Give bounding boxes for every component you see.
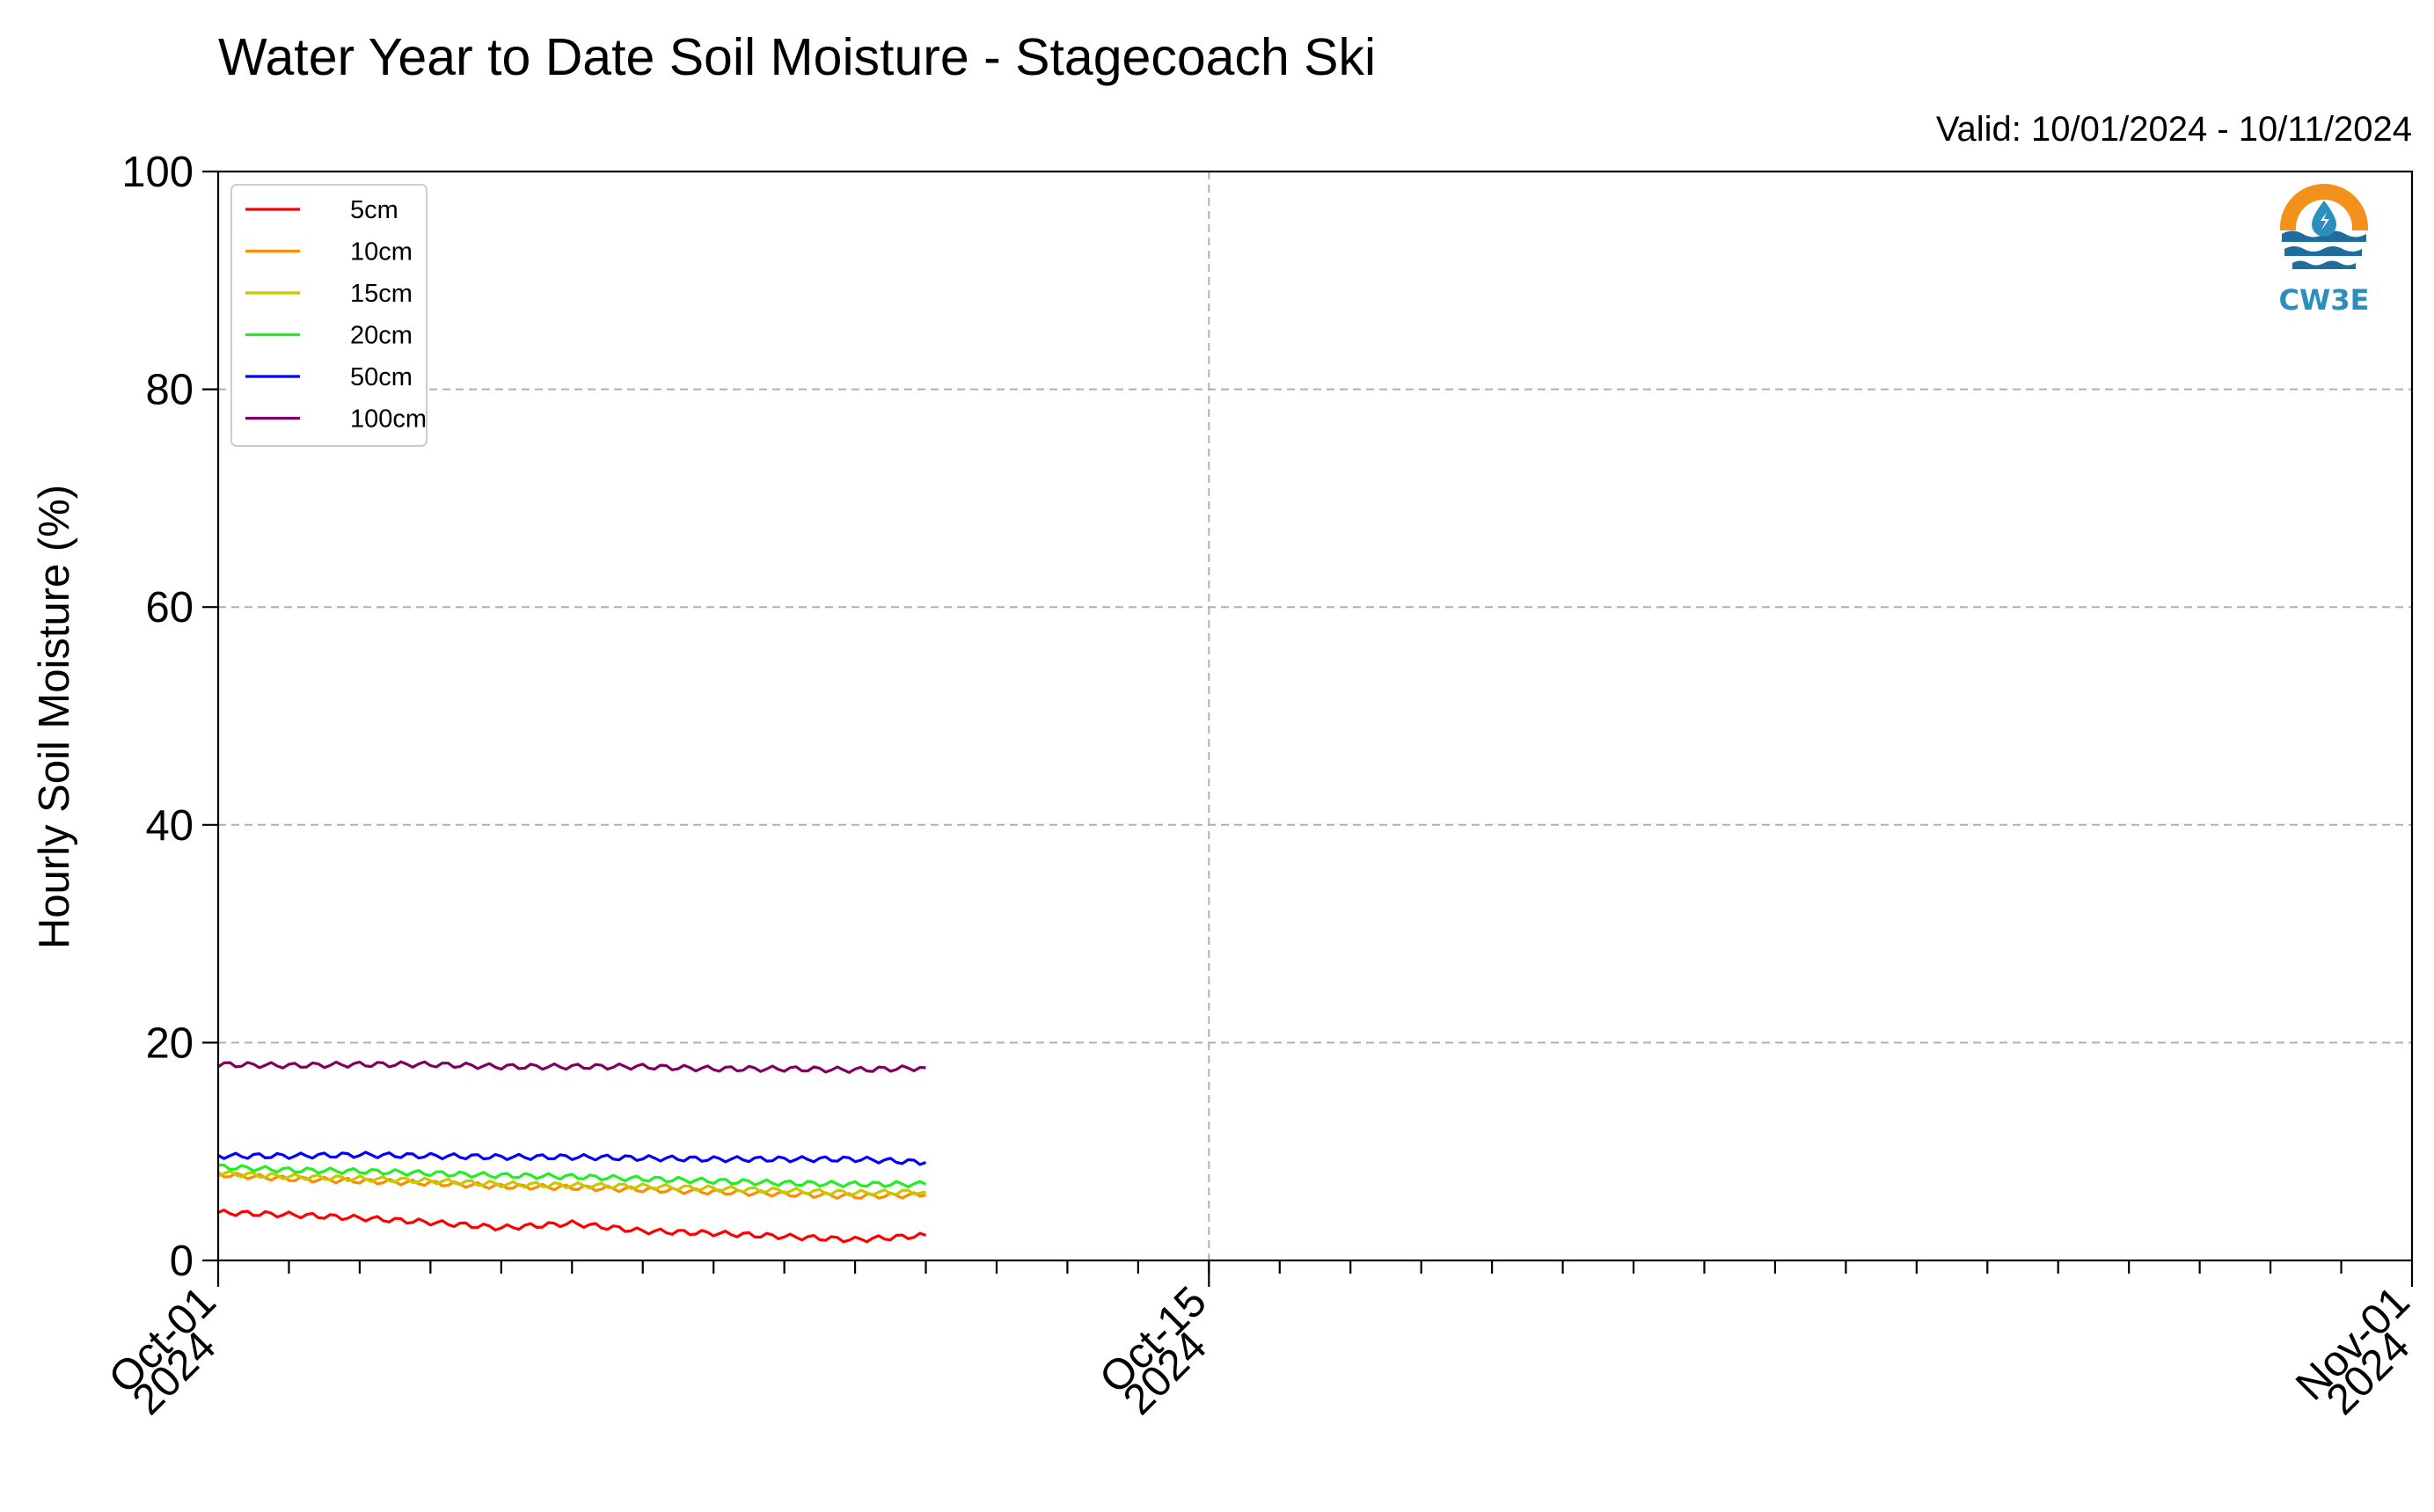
lightning-icon <box>2321 212 2329 230</box>
y-tick-label: 100 <box>121 149 194 196</box>
series-lines <box>217 1060 927 1244</box>
series-line-50cm <box>217 1150 927 1166</box>
y-tick-label: 40 <box>145 802 194 850</box>
legend-label: 20cm <box>350 322 413 350</box>
plot-frame <box>216 170 2414 1262</box>
grid <box>218 172 2412 1260</box>
series-line-5cm <box>217 1209 927 1244</box>
legend-label: 10cm <box>350 238 413 267</box>
chart-title: Water Year to Date Soil Moisture - Stage… <box>218 28 1376 86</box>
legend-label: 50cm <box>350 363 413 391</box>
logo-text: CW3E <box>2279 283 2370 317</box>
logo-wave-3 <box>2292 260 2356 269</box>
y-tick-label: 0 <box>170 1238 194 1285</box>
y-tick-label: 20 <box>145 1019 194 1067</box>
legend-label: 15cm <box>350 280 413 308</box>
series-line-100cm <box>217 1060 926 1074</box>
y-axis-label: Hourly Soil Moisture (%) <box>31 485 78 949</box>
logo-wave-2 <box>2284 246 2362 256</box>
legend-label: 5cm <box>350 196 398 224</box>
chart-subtitle: Valid: 10/01/2024 - 10/11/2024 <box>1936 110 2412 149</box>
legend-label: 100cm <box>350 405 427 434</box>
y-tick-label: 80 <box>145 367 194 414</box>
cw3e-logo: CW3E <box>2278 184 2370 317</box>
legend: 5cm 10cm 15cm 20cm 50cm 100cm <box>230 184 428 447</box>
series-line-15cm <box>217 1169 926 1197</box>
y-tick-label: 60 <box>145 584 194 632</box>
series-line-20cm <box>217 1164 927 1188</box>
